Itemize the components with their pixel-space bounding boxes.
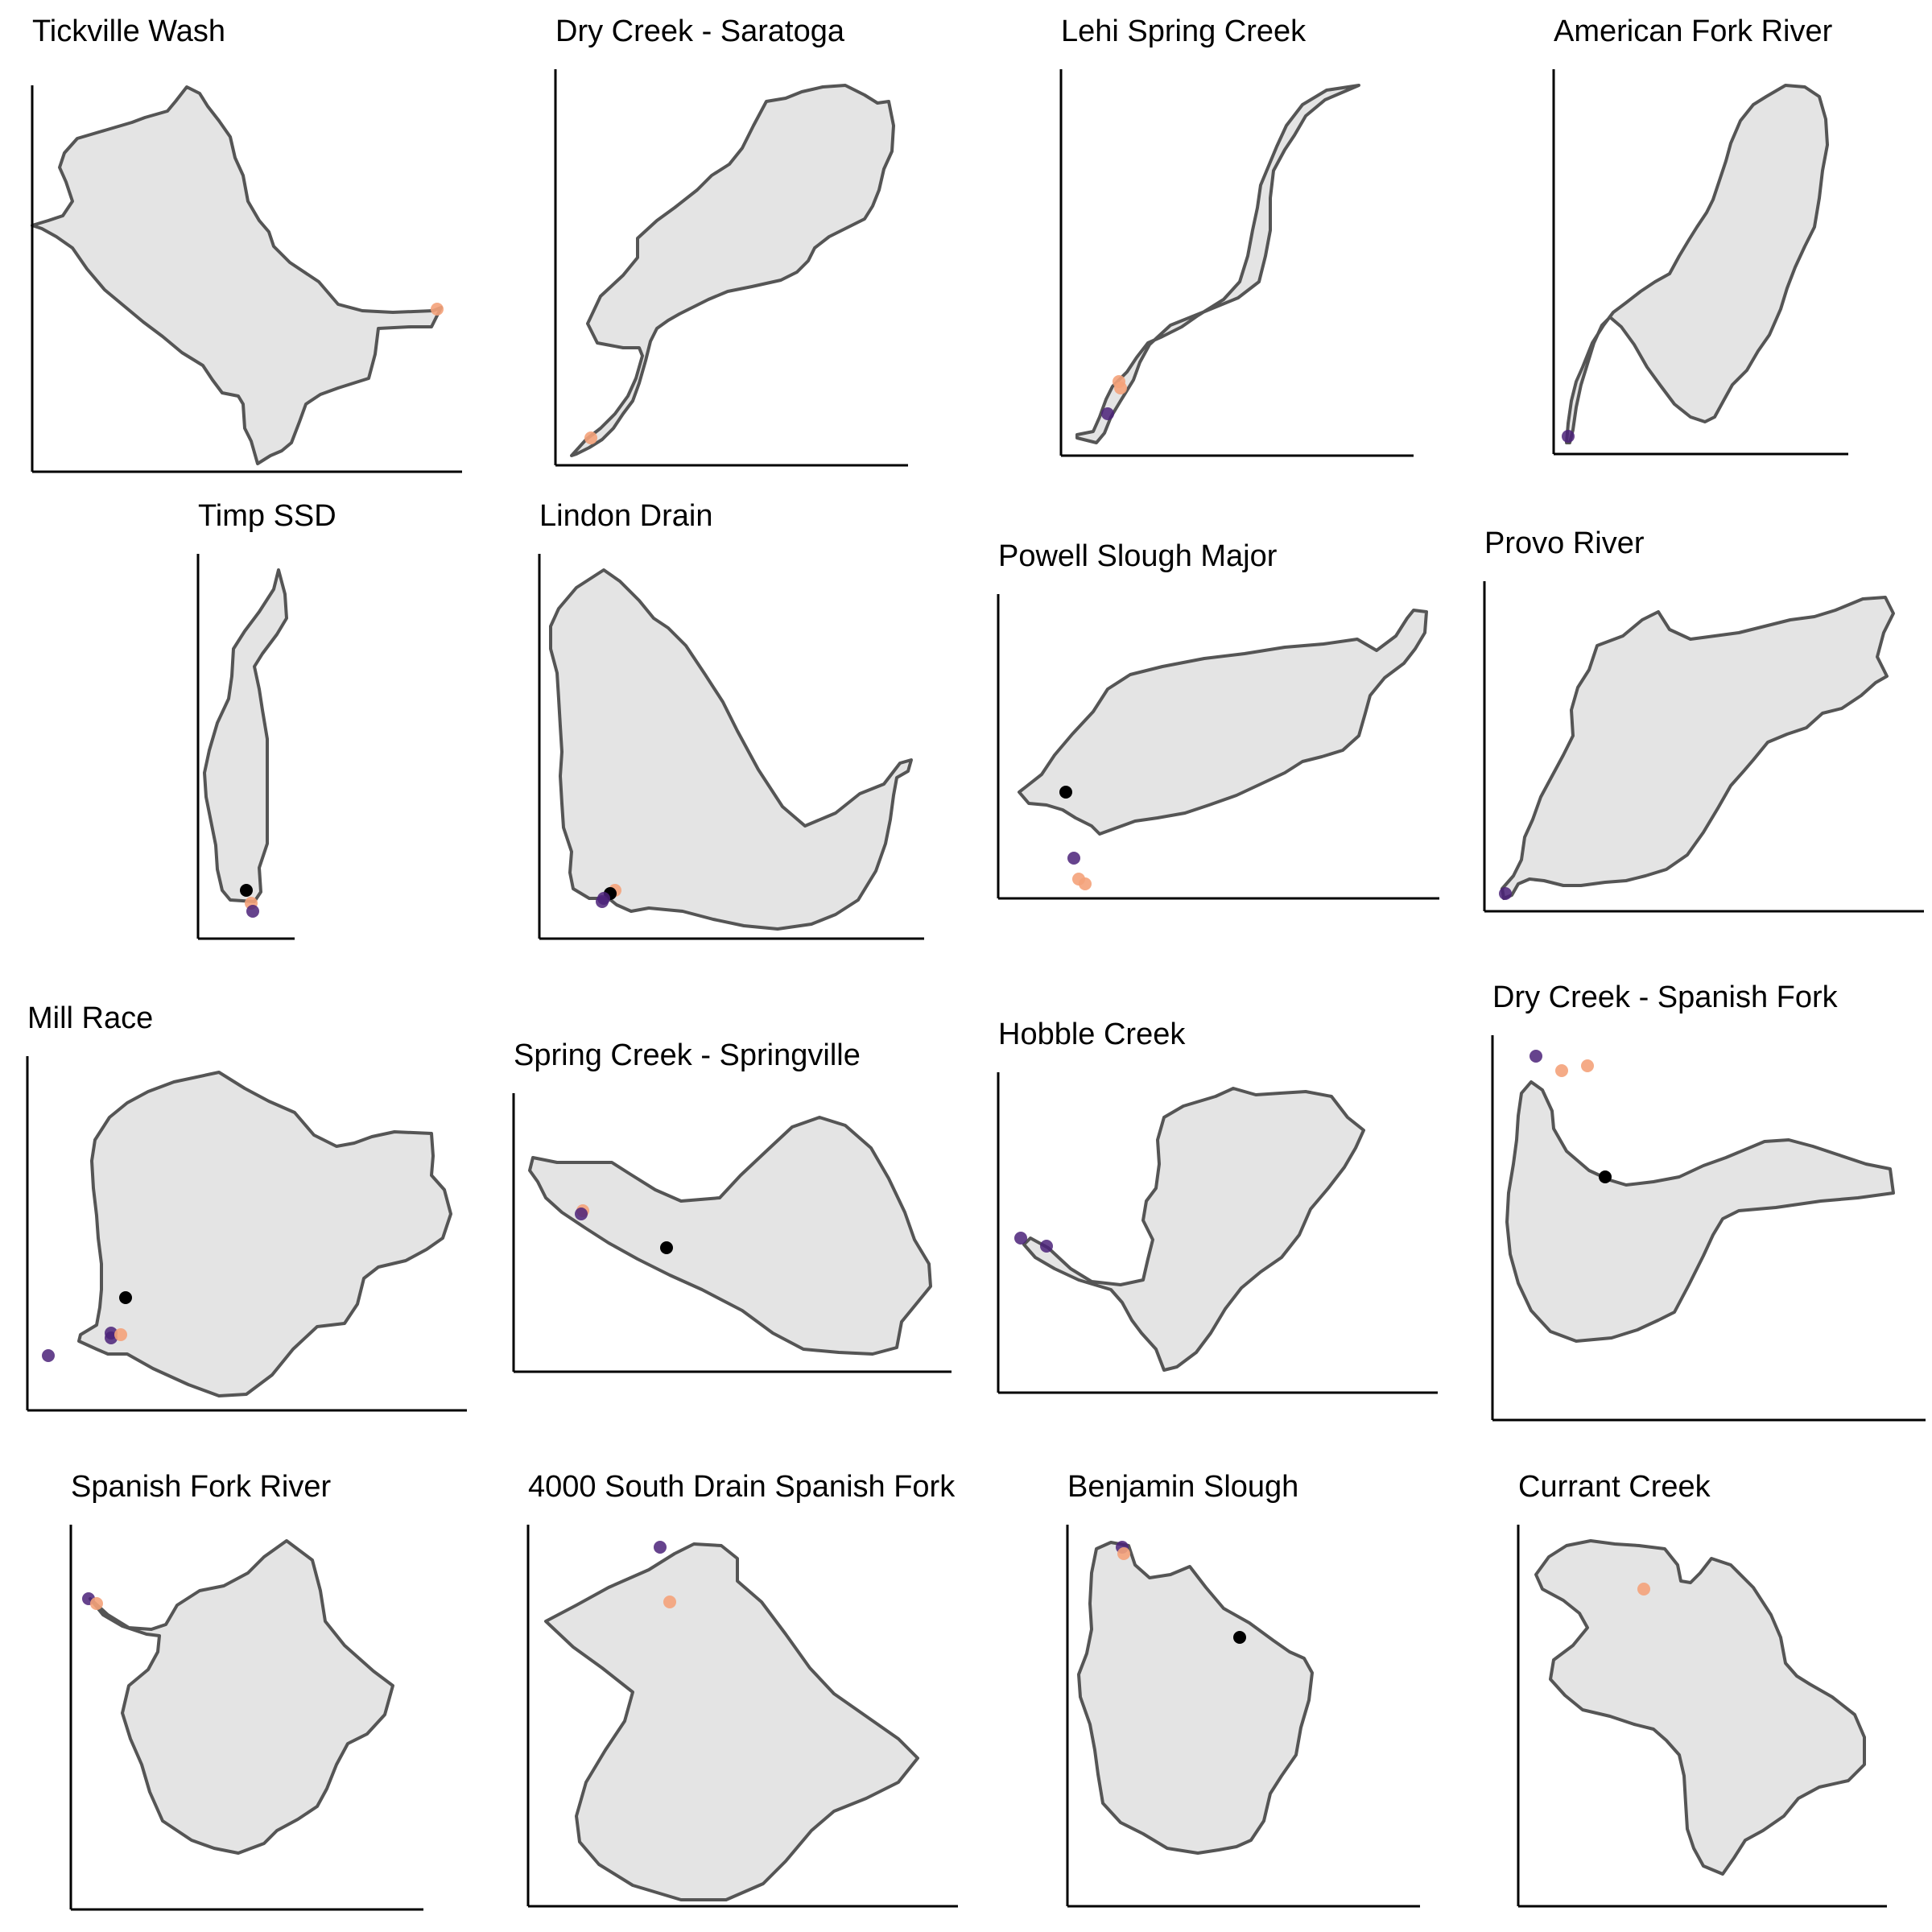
sample-point-black (1233, 1631, 1246, 1644)
sample-point-orange (114, 1328, 127, 1341)
sample-point-purple (1014, 1232, 1027, 1245)
panel-title: Tickville Wash (32, 14, 225, 48)
watershed-map (31, 85, 462, 473)
sample-point-purple (596, 895, 609, 908)
watershed-boundary (1501, 596, 1895, 900)
watershed-boundary (1077, 1541, 1314, 1855)
sample-point-purple (1530, 1050, 1542, 1063)
panel-spring-creek-springville: Spring Creek - Springville (512, 1038, 964, 1378)
sample-point-purple (1040, 1240, 1053, 1253)
watershed-boundary (1075, 84, 1360, 444)
panel-american-fork-river: American Fork River (1552, 14, 1924, 467)
watershed-map (1517, 1525, 1887, 1908)
panel-title: Lehi Spring Creek (1061, 14, 1307, 48)
panel-hobble-creek: Hobble Creek (997, 1018, 1449, 1406)
watershed-map (1552, 69, 1848, 456)
panel-title: Dry Creek - Spanish Fork (1492, 980, 1838, 1014)
panel-title: Timp SSD (198, 499, 336, 533)
panel-lindon-drain: Lindon Drain (538, 499, 942, 952)
watershed-map (1066, 1525, 1420, 1908)
panel-timp-ssd: Timp SSD (196, 499, 359, 952)
watershed-boundary (1505, 1080, 1895, 1343)
panel-lehi-spring-creek: Lehi Spring Creek (1059, 14, 1431, 467)
watershed-boundary (203, 568, 288, 903)
sample-point-purple (575, 1208, 588, 1220)
panel-dry-creek-spanish-fork: Dry Creek - Spanish Fork (1491, 980, 1932, 1433)
panel-title: Lindon Drain (539, 499, 713, 533)
sample-point-black (660, 1241, 673, 1254)
watershed-map (1491, 1035, 1926, 1422)
watershed-boundary (31, 85, 443, 465)
sample-point-orange (1555, 1064, 1568, 1077)
panel-currant-creek: Currant Creek (1517, 1470, 1921, 1922)
sample-point-purple (654, 1541, 667, 1554)
panel-title: Mill Race (27, 1001, 154, 1035)
sample-point-purple (42, 1349, 55, 1362)
watershed-boundary (1565, 84, 1829, 444)
watershed-map (196, 554, 295, 940)
sample-point-orange (1581, 1059, 1594, 1072)
sample-point-purple (246, 905, 259, 918)
watershed-boundary (77, 1071, 452, 1397)
watershed-boundary (1022, 1087, 1365, 1372)
watershed-boundary (1534, 1539, 1866, 1876)
sample-point-orange (90, 1597, 103, 1610)
watershed-boundary (1018, 609, 1428, 836)
watershed-map (26, 1056, 467, 1412)
panel-title: Currant Creek (1518, 1470, 1711, 1504)
sample-point-black (1059, 786, 1072, 799)
watershed-boundary (544, 1542, 919, 1901)
watershed-map (538, 554, 924, 940)
sample-point-black (119, 1291, 132, 1304)
panel-title: Powell Slough Major (998, 539, 1278, 573)
sample-point-black (240, 884, 253, 897)
panel-title: Provo River (1484, 526, 1645, 560)
panel-title: Spanish Fork River (71, 1470, 332, 1504)
watershed-boundary (89, 1539, 394, 1855)
sample-point-orange (1117, 1547, 1130, 1560)
sample-point-black (1599, 1170, 1612, 1183)
watershed-map (1483, 581, 1924, 913)
sample-point-purple (1067, 852, 1080, 865)
panel-tickville-wash: Tickville Wash (31, 14, 483, 473)
panel-title: Spring Creek - Springville (514, 1038, 861, 1072)
panel-title: Dry Creek - Saratoga (555, 14, 845, 48)
sample-point-orange (1114, 382, 1127, 394)
sample-point-purple (1499, 887, 1512, 900)
panel-dry-creek-saratoga: Dry Creek - Saratoga (554, 14, 1006, 467)
watershed-map (997, 594, 1439, 900)
panel-4000-south-drain-spanish-fork: 4000 South Drain Spanish Fork (526, 1470, 979, 1922)
watershed-map (554, 69, 908, 467)
sample-point-orange (584, 431, 597, 444)
panel-title: 4000 South Drain Spanish Fork (528, 1470, 956, 1504)
sample-point-purple (1101, 407, 1114, 420)
panel-title: Hobble Creek (998, 1018, 1186, 1051)
watershed-map (1059, 69, 1414, 457)
watershed-map (526, 1525, 958, 1908)
watershed-map (997, 1072, 1438, 1394)
watershed-map (69, 1525, 423, 1911)
panel-title: Benjamin Slough (1067, 1470, 1299, 1504)
sample-point-purple (1562, 430, 1575, 443)
panel-powell-slough-major: Powell Slough Major (997, 539, 1449, 911)
sample-point-orange (663, 1596, 676, 1608)
panel-benjamin-slough: Benjamin Slough (1066, 1470, 1438, 1922)
panel-provo-river: Provo River (1483, 526, 1932, 923)
panel-mill-race: Mill Race (26, 1001, 478, 1422)
sample-point-orange (431, 303, 444, 316)
watershed-boundary (570, 84, 895, 457)
panel-title: American Fork River (1554, 14, 1833, 48)
sample-point-orange (1079, 877, 1092, 890)
sample-point-orange (1637, 1583, 1650, 1596)
watershed-boundary (549, 568, 913, 931)
panel-spanish-fork-river: Spanish Fork River (69, 1470, 441, 1922)
watershed-boundary (528, 1116, 932, 1356)
watershed-map (512, 1093, 952, 1373)
